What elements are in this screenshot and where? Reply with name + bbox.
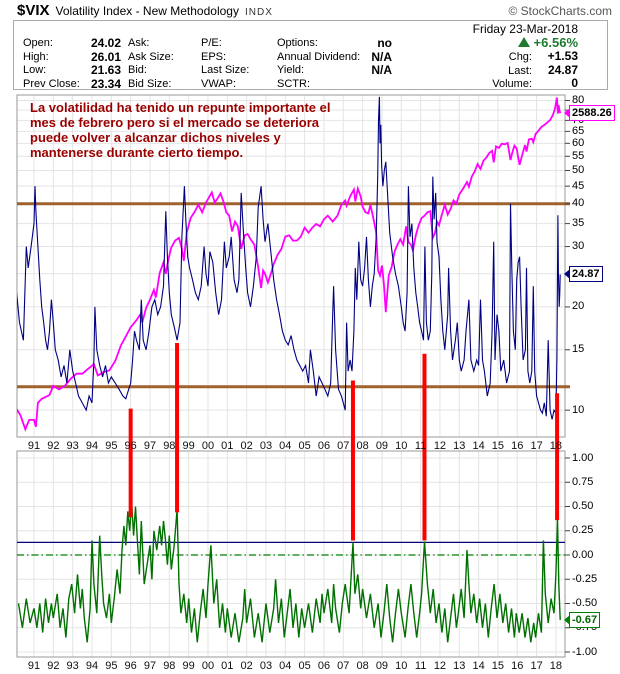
quote-field-label: Low: [23,64,47,76]
quote-row: Ask: [128,37,190,51]
quote-field-value: N/A [371,49,392,64]
quote-field-value: 0 [571,76,578,90]
overlay-price-line [17,97,562,432]
quote-field-label: Options: [277,37,318,49]
change-percent-value: +6.56% [533,35,578,50]
vix-price-line [17,96,561,420]
quote-row: Options: no [277,36,392,51]
annotation-line: mantenerse durante cierto tiempo. [30,145,244,160]
quote-field-label: Volume: [492,78,532,90]
quote-field-label: Bid: [128,64,147,76]
quote-row: SCTR: [277,78,392,92]
quote-field-value: 26.01 [90,49,121,64]
quote-field-label: Prev Close: [23,77,80,90]
quote-panel: Friday 23-Mar-2018 Open: 24.02 High: 26.01 L… [13,20,608,90]
quote-field-value: 23.34 [90,76,121,91]
quote-column-3: Options: no Annual Dividend: N/A Yield: N/A SC… [277,36,392,92]
quote-row: Open: 24.02 [23,36,121,51]
chart-annotation: La volatilidad ha tenido un repunte impo… [30,100,370,160]
quote-row: Chg: +1.53 [458,49,578,64]
quote-field-label: VWAP: [201,77,237,90]
quote-column-1: Ask: Ask Size: Bid: Bid Size: [128,37,190,91]
title-bar: $VIX Volatility Index - New Methodology IN… [17,2,612,19]
quote-row: Ask Size: [128,51,190,65]
quote-field-label: Chg: [508,51,532,63]
quote-row: Last: 24.87 [458,62,578,78]
quote-field-value: 24.02 [90,36,121,50]
quote-row: VWAP: [201,78,269,92]
quote-field-label: EPS: [201,50,227,63]
ticker-symbol: $VIX [17,2,50,19]
quote-right-rows: Chg: +1.53 Last: 24.87 Volume: 0 [458,49,578,91]
quote-field-label: Bid Size: [128,77,172,90]
quote-field-value: N/A [371,63,392,77]
quote-row: EPS: [201,51,269,65]
quote-field-value: 21.63 [90,63,121,77]
quote-change-block: +6.56% Chg: +1.53 Last: 24.87 Volume: 0 [458,36,578,91]
quote-field-label: Yield: [277,64,305,76]
quote-row: Prev Close: 23.34 [23,76,121,92]
quote-field-label: Ask: [128,37,150,49]
quote-field-label: Last Size: [201,64,250,76]
quote-field-label: Open: [23,37,53,49]
quote-field-label: Ask Size: [128,50,174,63]
quote-row: High: 26.01 [23,49,121,65]
quote-field-label: Annual Dividend: [277,50,361,63]
ticker-exchange: INDX [244,7,273,18]
quote-row: Volume: 0 [458,76,578,91]
quote-row: Last Size: [201,64,269,78]
annotation-line: La volatilidad ha tenido un repunte impo… [30,100,331,115]
indicator-line [17,501,561,643]
quote-field-label: SCTR: [277,77,310,90]
quote-column-2: P/E: EPS: Last Size: VWAP: [201,37,269,91]
quote-field-value: 24.87 [547,62,578,77]
annotation-line: puede volver a alcanzar dichos niveles y [30,130,281,145]
up-arrow-icon [517,37,530,47]
stockcharts-copyright-link[interactable]: © StockCharts.com [508,4,612,18]
quote-field-label: High: [23,50,49,63]
quote-field-label: P/E: [201,37,222,49]
quote-row: Bid: [128,64,190,78]
quote-row: Annual Dividend: N/A [277,49,392,65]
quote-row: Bid Size: [128,78,190,92]
indicator-panel-border [16,450,566,658]
quote-row: P/E: [201,37,269,51]
change-percent: +6.56% [458,36,578,50]
quote-field-value: no [377,36,392,50]
quote-field-label: Last: [508,64,532,77]
quote-column-0: Open: 24.02 High: 26.01 Low: 21.63 Prev Close:… [23,36,121,92]
quote-date: Friday 23-Mar-2018 [472,22,578,36]
annotation-line: mes de febrero pero si el mercado se det… [30,115,320,130]
quote-field-value: +1.53 [547,49,578,63]
ticker-name: Volatility Index - New Methodology [55,4,239,18]
quote-row: Low: 21.63 [23,63,121,78]
quote-row: Yield: N/A [277,63,392,78]
main-panel-border [16,94,566,438]
